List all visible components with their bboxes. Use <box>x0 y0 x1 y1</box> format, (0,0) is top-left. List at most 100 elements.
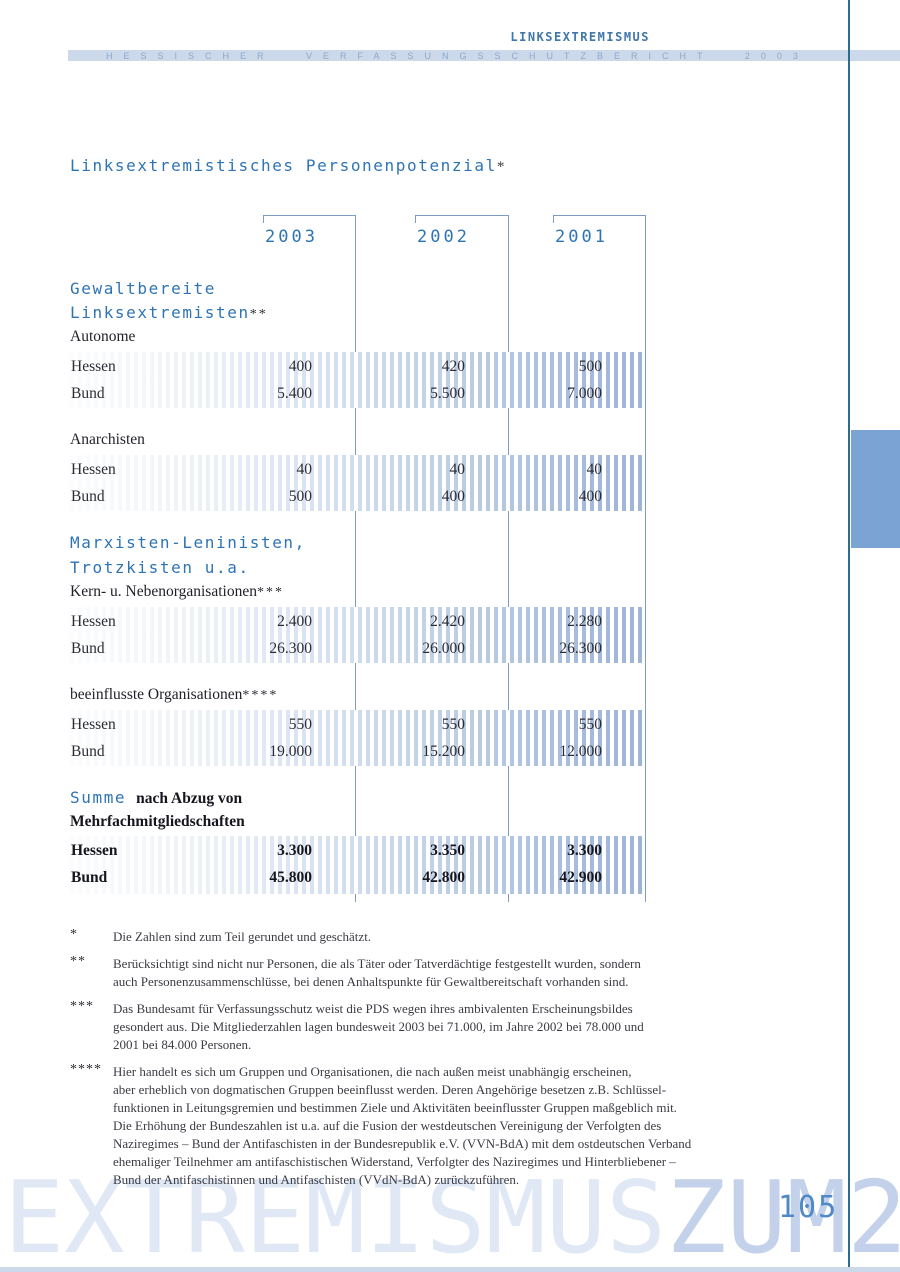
table-row: Hessen 3.300 3.350 3.300 <box>70 837 645 864</box>
footnote-line: Naziregimes – Bund der Antifaschisten in… <box>113 1136 692 1151</box>
row-label: Hessen <box>71 842 118 859</box>
footnotes: * Die Zahlen sind zum Teil gerundet und … <box>70 927 770 1198</box>
footnote-line: funktionen in Leitungsgremien und bestim… <box>113 1100 677 1115</box>
cell-2001: 400 <box>578 488 602 505</box>
table-row: Bund 500 400 400 <box>70 483 645 510</box>
year-bracket-2002 <box>415 215 509 223</box>
cell-2002: 40 <box>449 461 466 478</box>
data-band: Hessen 550 550 550 Bund 19.000 15.200 12… <box>70 710 645 766</box>
cell-2003: 26.300 <box>269 640 312 657</box>
row-label: Hessen <box>71 461 116 478</box>
cell-2002: 15.200 <box>422 743 465 760</box>
year-bracket-2003 <box>263 215 356 223</box>
row-label: Bund <box>71 385 105 402</box>
table-row: Hessen 40 40 40 <box>70 456 645 483</box>
group-subheading: beeinflusste Organisationen**** <box>70 686 279 703</box>
row-label: Hessen <box>71 716 116 733</box>
row-label: Bund <box>71 640 105 657</box>
cell-2003: 5.400 <box>277 385 312 402</box>
cell-2003: 400 <box>288 358 312 375</box>
table-row: Bund 19.000 15.200 12.000 <box>70 738 645 765</box>
footnote-line: auch Personenzusammenschlüsse, bei denen… <box>113 974 629 989</box>
summe-label: Summe <box>70 788 127 807</box>
footnote: *** Das Bundesamt für Verfassungsschutz … <box>70 999 770 1054</box>
column-header-year: 2002 <box>417 227 470 247</box>
table-row: Hessen 400 420 500 <box>70 353 645 380</box>
column-header-year: 2001 <box>555 227 608 247</box>
page-title-text: Linksextremistisches Personenpotenzial <box>70 156 497 175</box>
column-divider <box>645 215 646 902</box>
year-bracket-2001 <box>553 215 646 223</box>
bottom-band <box>0 1267 900 1272</box>
group-subheading: Kern- u. Nebenorganisationen*** <box>70 583 284 600</box>
group-heading: Linksextremisten** <box>70 303 268 322</box>
footnote-marker: * <box>70 927 78 942</box>
footnote-line: Berücksichtigt sind nicht nur Personen, … <box>113 956 641 971</box>
footnote-line: Das Bundesamt für Verfassungsschutz weis… <box>113 1001 633 1016</box>
footnote-line: Bund der Antifaschistinnen und Antifasch… <box>113 1172 520 1187</box>
footnote-line: Hier handelt es sich um Gruppen und Orga… <box>113 1064 632 1079</box>
group-heading: Gewaltbereite <box>70 279 217 298</box>
footnote-line: gesondert aus. Die Mitgliederzahlen lage… <box>113 1019 644 1034</box>
footnote-line: Die Erhöhung der Bundeszahlen ist u.a. a… <box>113 1118 662 1133</box>
heading-footnote-marker: ** <box>249 307 268 322</box>
cell-2001: 550 <box>578 716 602 733</box>
column-divider <box>355 215 356 902</box>
footnote-marker: *** <box>70 999 94 1014</box>
group-subheading: Autonome <box>70 328 136 345</box>
cell-2002: 26.000 <box>422 640 465 657</box>
footnote-marker: ** <box>70 954 86 969</box>
column-header-year: 2003 <box>265 227 318 247</box>
footnote-line: ehemaliger Teilnehmer am antifaschistisc… <box>113 1154 676 1169</box>
data-band: Hessen 2.400 2.420 2.280 Bund 26.300 26.… <box>70 607 645 663</box>
row-label: Bund <box>71 743 105 760</box>
footnote-line: Die Zahlen sind zum Teil gerundet und ge… <box>113 929 372 944</box>
cell-2002: 5.500 <box>430 385 465 402</box>
group-subheading: Anarchisten <box>70 431 145 448</box>
cell-2002: 420 <box>441 358 465 375</box>
table-row: Hessen 550 550 550 <box>70 711 645 738</box>
cell-2001: 7.000 <box>567 385 602 402</box>
footnote-line: aber erheblich von dogmatischen Gruppen … <box>113 1082 667 1097</box>
page-title: Linksextremistisches Personenpotenzial* <box>70 156 504 176</box>
cell-2002: 550 <box>441 716 465 733</box>
cell-2001: 500 <box>578 358 602 375</box>
cell-2003: 550 <box>288 716 312 733</box>
cell-2003: 500 <box>288 488 312 505</box>
row-label: Hessen <box>71 358 116 375</box>
data-band-summe: Hessen 3.300 3.350 3.300 Bund 45.800 42.… <box>70 836 645 894</box>
row-label: Bund <box>71 488 105 505</box>
group-heading: Mehrfachmitgliedschaften <box>70 813 245 830</box>
group-heading: Summe nach Abzug von <box>70 788 243 807</box>
cell-2001: 40 <box>586 461 603 478</box>
footnote: ** Berücksichtigt sind nicht nur Persone… <box>70 954 770 991</box>
cell-2001: 2.280 <box>567 613 602 630</box>
cell-2003: 19.000 <box>269 743 312 760</box>
footnote-marker: **** <box>70 1062 102 1077</box>
table-row: Bund 5.400 5.500 7.000 <box>70 380 645 407</box>
page-number: 105 <box>778 1190 839 1225</box>
cell-2001: 26.300 <box>559 640 602 657</box>
cell-2001: 12.000 <box>559 743 602 760</box>
heading-footnote-marker: **** <box>242 688 279 703</box>
title-footnote-marker: * <box>496 159 505 175</box>
group-heading: Marxisten-Leninisten, <box>70 533 306 552</box>
table-row: Bund 26.300 26.000 26.300 <box>70 635 645 662</box>
header-band-text: HESSISCHER VERFASSUNGSSCHUTZBERICHT 2003 <box>106 51 809 61</box>
section-label: LINKSEXTREMISMUS <box>510 30 650 44</box>
cell-2002: 400 <box>441 488 465 505</box>
right-rail-line <box>848 0 850 1272</box>
column-divider <box>508 215 509 902</box>
cell-2002: 3.350 <box>430 842 465 859</box>
cell-2003: 45.800 <box>269 869 312 886</box>
footnote: **** Hier handelt es sich um Gruppen und… <box>70 1062 770 1189</box>
row-label: Bund <box>71 869 108 886</box>
cell-2003: 3.300 <box>277 842 312 859</box>
data-band: Hessen 40 40 40 Bund 500 400 400 <box>70 455 645 511</box>
chapter-tab <box>851 430 900 548</box>
cell-2001: 42.900 <box>559 869 602 886</box>
table-row: Bund 45.800 42.800 42.900 <box>70 864 645 891</box>
group-heading: Trotzkisten u.a. <box>70 558 250 577</box>
heading-footnote-marker: *** <box>256 585 284 600</box>
cell-2003: 2.400 <box>277 613 312 630</box>
